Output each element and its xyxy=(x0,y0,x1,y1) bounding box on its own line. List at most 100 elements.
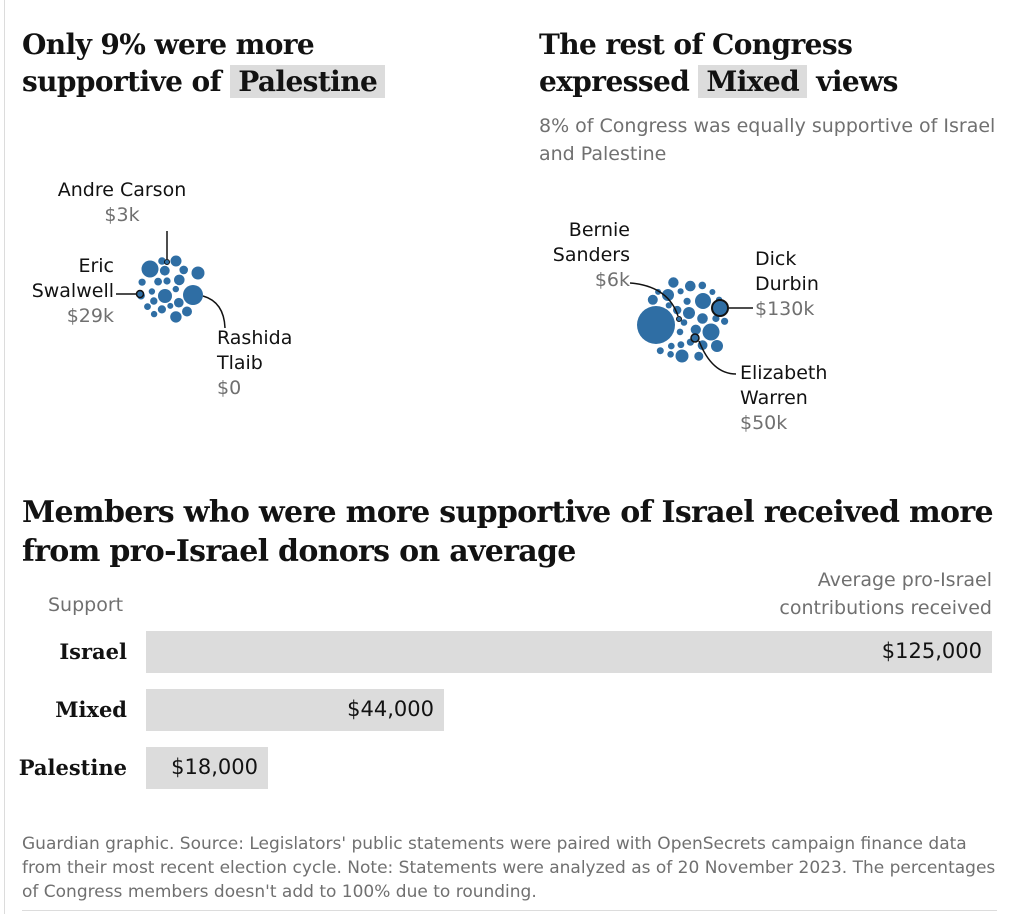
annotation-elizabeth-warren: Elizabeth Warren $50k xyxy=(740,361,827,436)
annotation-eric-swalwell: Eric Swalwell $29k xyxy=(14,254,114,329)
palestine-bubble-cluster xyxy=(135,255,205,323)
mixed-title-line1: The rest of Congress xyxy=(539,28,853,61)
mixed-panel-title: The rest of Congress expressed Mixed vie… xyxy=(539,26,898,100)
member-bubble xyxy=(637,306,675,344)
member-bubble xyxy=(150,310,158,318)
sanders-bubble xyxy=(676,316,682,322)
durbin-name-line1: Dick xyxy=(755,248,797,270)
member-bubble xyxy=(158,289,172,303)
bar-value-mixed: $44,000 xyxy=(347,697,434,721)
carson-name: Andre Carson xyxy=(57,179,187,201)
member-bubble xyxy=(690,324,701,335)
bar-mixed: $44,000 xyxy=(146,689,444,731)
member-bubble xyxy=(662,289,674,301)
sanders-amount: $6k xyxy=(594,269,630,291)
member-bubble xyxy=(179,265,188,275)
member-bubble xyxy=(182,306,192,317)
mixed-subtitle: 8% of Congress was equally supportive of… xyxy=(539,115,996,165)
y-axis-label: Support xyxy=(48,594,124,616)
member-bubble xyxy=(183,285,203,305)
member-bubble xyxy=(695,293,711,309)
member-bubble xyxy=(159,265,170,276)
member-bubble xyxy=(141,260,159,278)
member-bubble xyxy=(167,302,174,309)
member-bubble xyxy=(680,319,688,326)
member-bubble xyxy=(667,351,674,358)
palestine-panel-title: Only 9% were more supportive of Palestin… xyxy=(22,26,386,100)
member-bubble xyxy=(174,297,184,308)
member-bubble xyxy=(709,289,716,295)
bar-section-title: Members who were more supportive of Isra… xyxy=(22,495,994,569)
sanders-name-line2: Sanders xyxy=(552,244,630,266)
mixed-title-pre: expressed xyxy=(539,65,690,98)
member-bubble xyxy=(148,288,156,295)
member-bubble xyxy=(157,305,166,314)
bar-palestine: $18,000 xyxy=(146,747,268,789)
tlaib-leader-line xyxy=(202,295,226,329)
palestine-title-line2: supportive of xyxy=(22,65,222,98)
sanders-leader-line xyxy=(629,282,679,317)
member-bubble xyxy=(138,278,146,286)
member-bubble xyxy=(694,351,704,361)
member-bubble xyxy=(676,328,684,336)
warren-name-line1: Elizabeth xyxy=(740,362,828,384)
annotation-andre-carson: Andre Carson $3k xyxy=(52,178,192,228)
bar-category-israel: Israel xyxy=(59,639,127,664)
member-bubble xyxy=(721,317,729,325)
swalwell-amount: $29k xyxy=(66,305,114,327)
durbin-bubble xyxy=(711,299,729,317)
carson-amount: $3k xyxy=(104,204,140,226)
member-bubble xyxy=(685,280,696,292)
mixed-highlight-badge: Mixed xyxy=(698,65,808,98)
bubble-clusters xyxy=(116,231,753,375)
x-axis-label-line2: contributions received xyxy=(779,597,992,619)
warren-name-line2: Warren xyxy=(740,387,808,409)
member-bubble xyxy=(683,307,695,319)
member-bubble xyxy=(191,266,205,280)
bar-value-palestine: $18,000 xyxy=(171,755,258,779)
x-axis-label-line1: Average pro-Israel xyxy=(817,569,992,591)
member-bubble xyxy=(668,277,679,288)
member-bubble xyxy=(154,277,163,286)
bar-category-palestine: Palestine xyxy=(18,755,127,780)
member-bubble xyxy=(668,342,675,350)
x-axis-label: Average pro-Israel contributions receive… xyxy=(692,566,992,622)
member-bubble xyxy=(665,302,672,309)
bar-israel: $125,000 xyxy=(146,631,992,673)
member-bubble xyxy=(656,347,664,355)
member-bubble xyxy=(174,274,185,286)
warren-bubble xyxy=(690,333,700,343)
member-bubble xyxy=(170,255,182,267)
member-bubble xyxy=(172,285,179,293)
annotation-dick-durbin: Dick Durbin $130k xyxy=(755,247,819,322)
bar-category-mixed: Mixed xyxy=(55,697,127,722)
member-bubble xyxy=(647,294,658,305)
swalwell-name-line2: Swalwell xyxy=(31,280,114,302)
member-bubble xyxy=(144,303,151,310)
member-bubble xyxy=(698,281,707,290)
sanders-name-line1: Bernie xyxy=(568,219,630,241)
tlaib-name-line2: Tlaib xyxy=(217,352,263,374)
mixed-bubble-cluster xyxy=(637,277,729,363)
swalwell-bubble xyxy=(135,289,145,299)
swalwell-name-line1: Eric xyxy=(78,255,114,277)
annotation-rashida-tlaib: Rashida Tlaib $0 xyxy=(217,326,292,401)
member-bubble xyxy=(170,311,182,323)
member-bubble xyxy=(711,340,723,352)
member-bubble xyxy=(677,341,685,349)
member-bubble xyxy=(163,277,171,285)
tlaib-amount: $0 xyxy=(217,377,242,399)
durbin-name-line2: Durbin xyxy=(755,273,819,295)
mixed-title-post: views xyxy=(816,65,898,98)
member-bubble xyxy=(675,349,689,363)
durbin-amount: $130k xyxy=(755,298,815,320)
left-rule xyxy=(4,0,5,914)
tlaib-name-line1: Rashida xyxy=(217,327,293,349)
annotation-leader-lines xyxy=(116,231,753,375)
member-bubble xyxy=(683,297,691,305)
member-bubble xyxy=(150,297,158,305)
member-bubble xyxy=(158,257,166,265)
member-bubble xyxy=(697,313,708,324)
carson-bubble xyxy=(164,259,170,265)
warren-amount: $50k xyxy=(740,412,788,434)
